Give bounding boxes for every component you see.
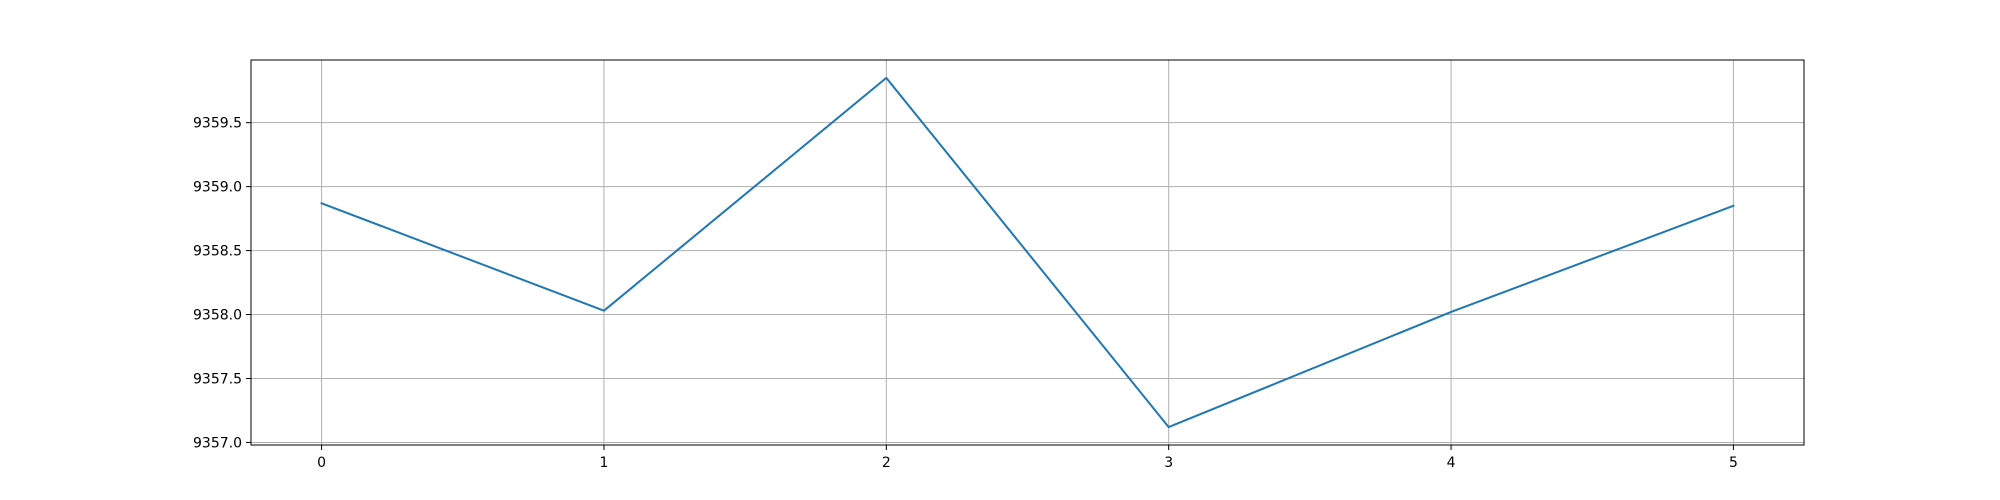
y-tick-label: 9358.5: [193, 244, 242, 260]
x-axis: 0 1 2 3 4 5: [317, 445, 1738, 471]
y-tick-label: 9358.0: [193, 308, 242, 324]
y-tick-label: 9357.0: [193, 435, 242, 451]
axes-frame: [250, 59, 1805, 446]
x-tick-label: 1: [599, 455, 608, 471]
series-layer: [320, 76, 1735, 429]
x-tick-label: 0: [317, 455, 326, 471]
x-tick-label: 3: [1164, 455, 1173, 471]
y-tick-label: 9359.0: [193, 180, 242, 196]
x-tick-label: 2: [882, 455, 891, 471]
x-tick-label: 4: [1447, 455, 1456, 471]
series-line: [320, 76, 1735, 429]
y-tick-label: 9357.5: [193, 371, 242, 387]
y-tick-label: 9359.5: [193, 116, 242, 132]
grid: [251, 60, 1804, 445]
x-tick-label: 5: [1729, 455, 1738, 471]
y-axis: 9357.0 9357.5 9358.0 9358.5 9359.0 9359.5: [193, 116, 251, 451]
